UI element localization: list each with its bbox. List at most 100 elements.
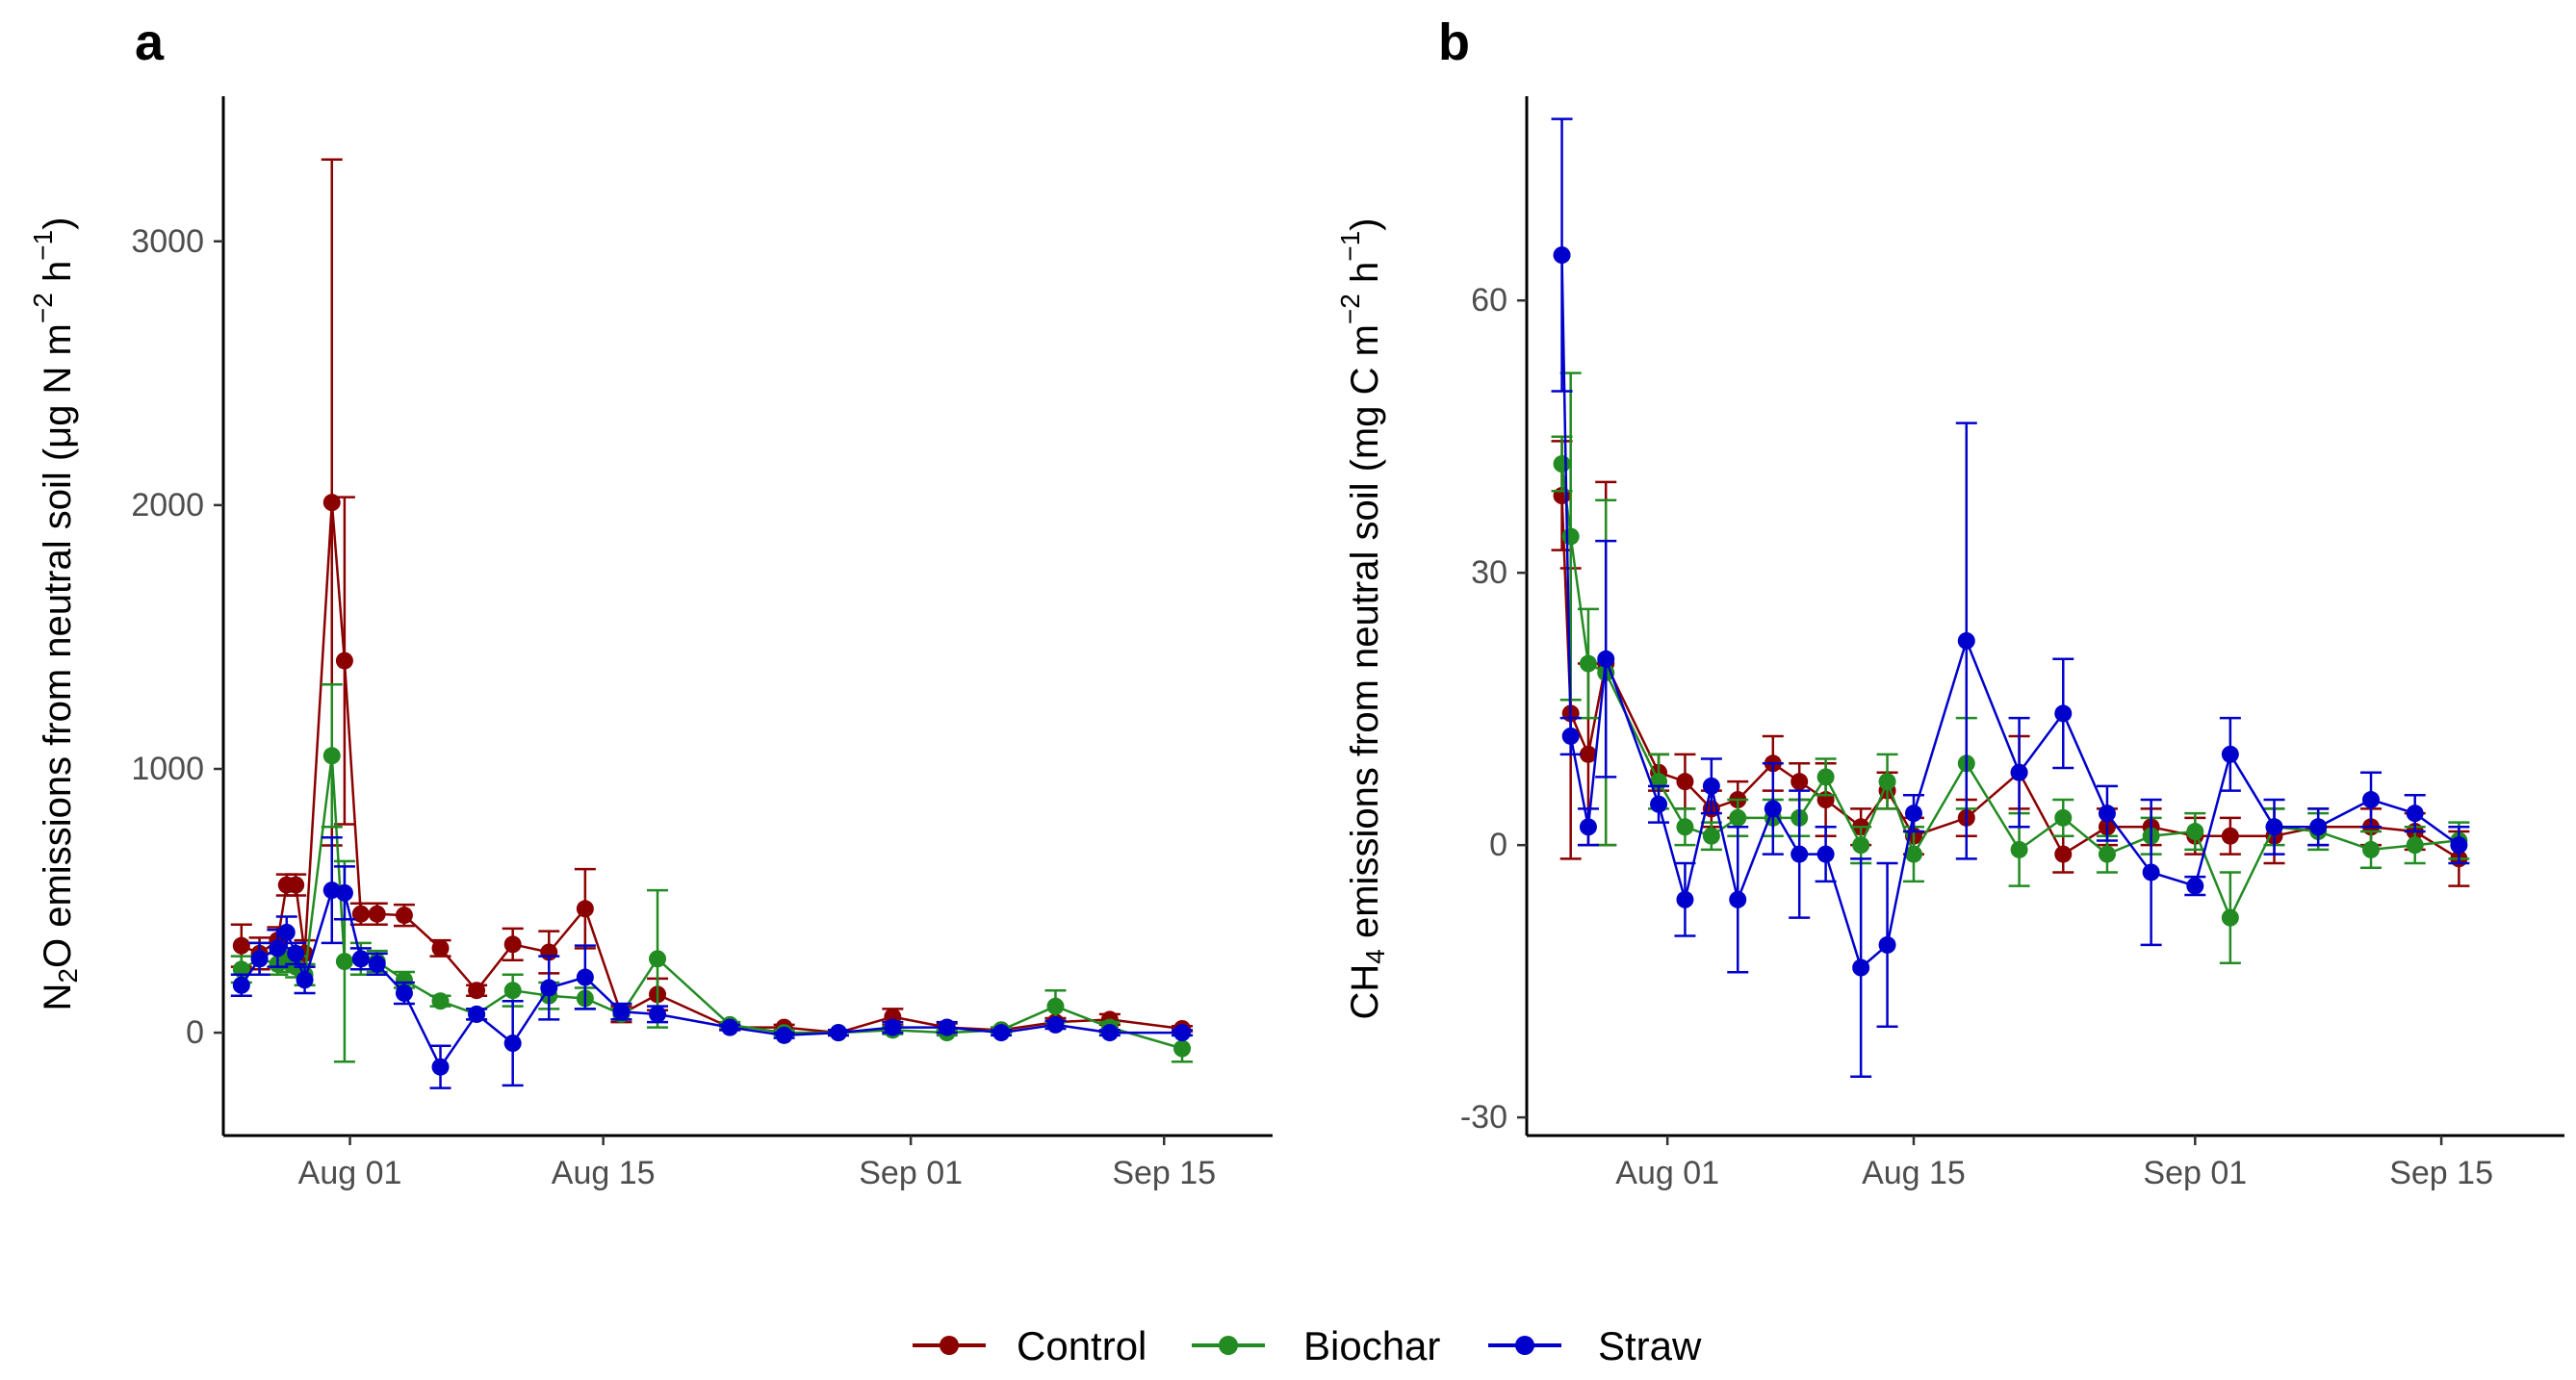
y-axis-title-ch4: CH4 emissions from neutral soil (mg C m−… [1335,218,1390,1020]
data-point-control [322,494,341,512]
data-point-control [1579,745,1597,763]
data-point-biochar [1904,845,1922,863]
data-point-straw [2010,763,2028,781]
data-point-straw [1676,890,1694,908]
data-point-straw [1553,246,1571,265]
data-point-straw [1579,818,1597,836]
data-point-straw [612,1003,631,1021]
data-point-straw [576,968,594,986]
series-line-biochar [1560,463,2460,919]
data-point-biochar [2362,840,2381,858]
data-point-straw [250,950,269,968]
panel-label-a: a [135,13,165,71]
data-point-straw [2265,818,2283,836]
y-tick-label: 0 [186,1014,204,1051]
legend-key-point-biochar [1219,1336,1238,1355]
data-point-straw [1878,935,1896,954]
data-point-straw [1561,727,1580,745]
data-point-straw [2362,791,2381,809]
x-tick-label: Sep 01 [859,1155,963,1191]
data-point-straw [1597,650,1615,668]
data-point-biochar [2186,823,2204,841]
series-biochar [230,683,1194,1063]
data-point-straw [540,979,558,997]
data-point-biochar [1816,768,1835,786]
data-point-straw [1790,845,1809,863]
data-point-straw [1100,1024,1119,1042]
data-point-straw [992,1024,1011,1042]
data-point-control [503,935,522,954]
data-point-straw [1764,800,1782,818]
data-point-straw [2186,877,2204,895]
legend-item-biochar: Biochar [1192,1323,1440,1368]
y-tick-label: 2000 [131,487,204,524]
data-point-biochar [2406,836,2424,855]
data-point-biochar [2221,908,2239,927]
data-point-control [232,936,250,955]
data-point-control [576,900,594,918]
data-point-straw [287,944,305,962]
data-point-straw [2054,704,2073,723]
data-point-straw [335,883,353,902]
data-point-biochar [431,992,450,1010]
legend-label-straw: Straw [1598,1323,1702,1368]
x-tick-label: Aug 01 [1615,1155,1719,1191]
data-point-straw [395,984,413,1002]
data-point-straw [468,1005,486,1023]
data-point-straw [649,1005,667,1023]
data-point-control [1676,773,1694,791]
data-point-straw [2450,836,2468,855]
y-tick-label: -30 [1460,1099,1507,1136]
legend-item-control: Control [913,1323,1146,1368]
series-biochar [1551,371,2470,965]
data-point-straw [1852,958,1870,977]
series-line-straw [1560,255,2460,969]
panel-a-n2o: a N2O emissions from neutral soil (μg N … [28,13,1273,1191]
panel-b-ch4: b CH4 emissions from neutral soil (mg C … [1335,13,2564,1191]
data-point-biochar [649,950,667,968]
data-point-control [431,939,450,958]
data-point-straw [232,976,250,994]
data-point-straw [829,1024,847,1042]
data-point-straw [2309,818,2328,836]
data-point-biochar [2010,840,2028,858]
data-point-straw [1650,795,1668,813]
data-point-straw [503,1035,522,1053]
x-tick-label: Sep 01 [2143,1155,2247,1191]
y-tick-label: 60 [1471,282,1507,319]
legend-label-biochar: Biochar [1303,1323,1440,1368]
data-point-biochar [322,747,341,765]
data-point-control [287,876,305,894]
series-straw [230,836,1194,1089]
data-point-straw [296,971,314,989]
data-point-biochar [2098,845,2116,863]
series-control [230,158,1194,1042]
data-point-straw [1729,890,1747,908]
data-point-straw [351,950,370,968]
data-point-biochar [2054,808,2073,827]
data-point-control [335,652,353,670]
data-point-control [368,905,386,923]
data-point-straw [2142,863,2160,882]
x-tick-label: Aug 15 [1862,1155,1966,1191]
legend-key-point-control [940,1336,959,1355]
data-point-biochar [335,953,353,971]
data-point-biochar [1579,654,1597,673]
data-point-biochar [1729,808,1747,827]
data-point-straw [2098,805,2116,823]
data-point-biochar [1878,773,1896,791]
x-tick-label: Aug 01 [298,1155,402,1191]
series-line-control [1560,495,2460,860]
data-point-control [1790,773,1809,791]
data-point-straw [721,1018,739,1036]
data-point-biochar [1553,455,1571,473]
data-point-biochar [1173,1039,1192,1058]
data-point-straw [1904,805,1922,823]
legend-key-point-straw [1515,1336,1534,1355]
data-point-control [468,982,486,1000]
data-point-straw [1173,1024,1192,1042]
data-point-straw [884,1018,902,1036]
x-tick-label: Sep 15 [2389,1155,2493,1191]
data-point-straw [1816,845,1835,863]
